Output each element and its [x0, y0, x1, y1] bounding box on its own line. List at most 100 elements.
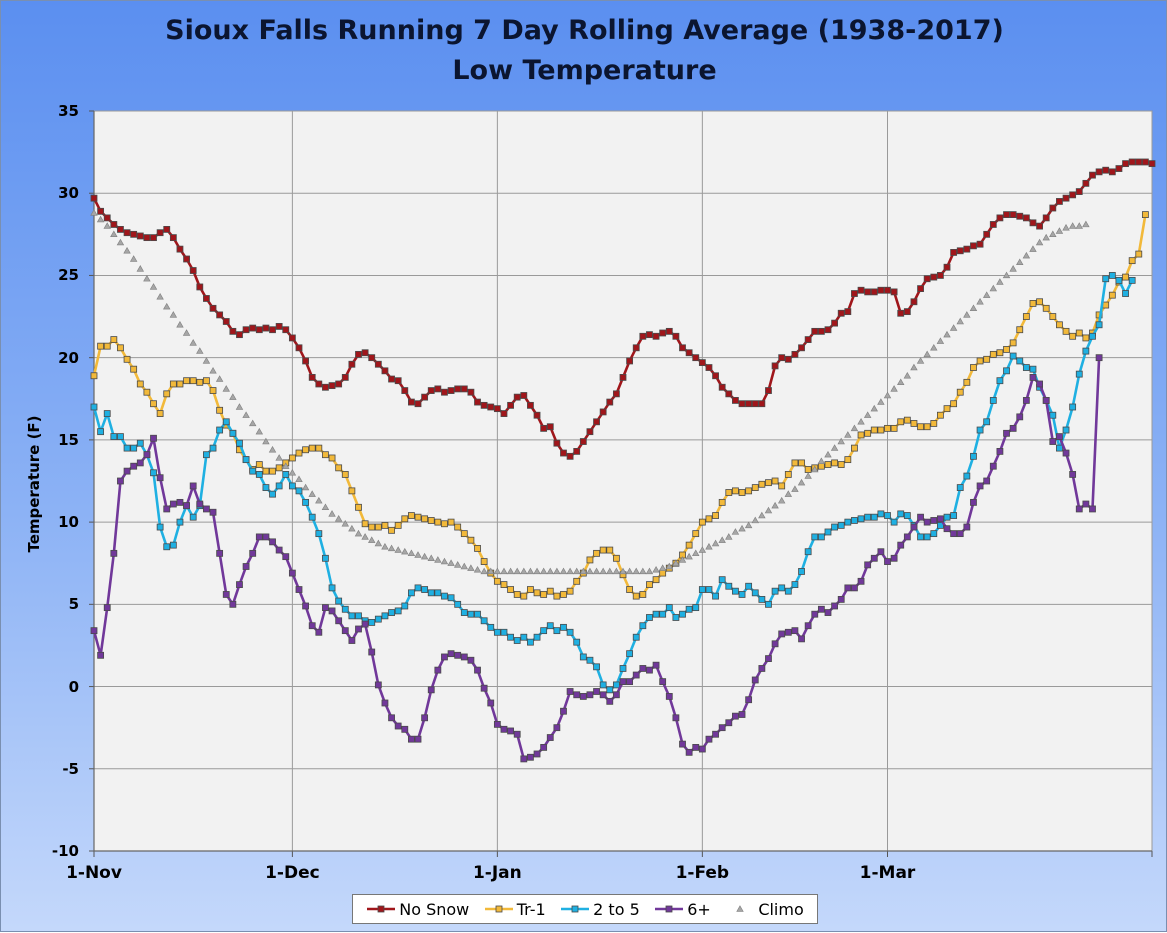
data-point: [738, 489, 746, 496]
data-point: [335, 464, 343, 472]
data-point: [90, 372, 98, 380]
data-point: [401, 547, 409, 555]
data-point: [566, 567, 574, 575]
data-point: [579, 567, 588, 575]
data-point: [288, 334, 296, 342]
data-point: [553, 724, 561, 732]
data-point: [560, 707, 567, 715]
data-point: [1108, 291, 1116, 299]
data-point: [216, 426, 224, 434]
data-point: [361, 520, 369, 528]
data-point: [652, 332, 660, 340]
plot-area: [93, 110, 1153, 852]
data-point: [348, 524, 356, 532]
data-point: [520, 392, 528, 399]
legend-item: 2 to 5: [560, 900, 640, 919]
data-point: [685, 552, 693, 560]
legend-label: Tr-1: [516, 899, 546, 919]
data-point: [632, 344, 640, 352]
legend-item: Climo: [725, 900, 804, 919]
data-point: [302, 446, 310, 454]
data-point: [467, 564, 475, 571]
data-point: [1062, 194, 1070, 202]
x-tick-label: 1-Mar: [859, 863, 916, 883]
data-point: [606, 697, 614, 705]
data-point: [923, 423, 931, 431]
data-point: [1102, 301, 1110, 309]
data-point: [414, 551, 422, 558]
data-point: [288, 482, 296, 490]
data-point: [1108, 168, 1116, 176]
data-point: [361, 533, 369, 540]
data-point: [1089, 332, 1096, 340]
data-point: [553, 627, 561, 635]
data-point: [473, 565, 482, 573]
data-point: [824, 326, 832, 334]
y-tick-label: 5: [68, 595, 79, 614]
data-point: [606, 567, 614, 575]
data-point: [361, 620, 369, 628]
data-point: [718, 724, 726, 732]
data-point: [1022, 364, 1030, 371]
data-point: [163, 302, 171, 310]
data-point: [236, 581, 243, 588]
data-point: [665, 604, 673, 612]
data-point: [698, 518, 706, 526]
data-point: [863, 411, 872, 418]
data-point: [943, 263, 951, 271]
data-point: [738, 711, 746, 718]
data-point: [229, 600, 237, 608]
data-point: [460, 609, 468, 616]
data-point: [163, 505, 171, 513]
data-point: [355, 503, 362, 511]
data-point: [1075, 188, 1083, 195]
data-point: [427, 517, 435, 524]
data-point: [123, 467, 131, 475]
data-point: [374, 360, 382, 368]
data-point: [956, 530, 964, 538]
data-point: [877, 510, 885, 518]
data-point: [646, 614, 653, 621]
data-point: [441, 388, 448, 396]
data-point: [533, 411, 541, 419]
data-point: [487, 699, 495, 707]
data-point: [864, 288, 872, 296]
data-point: [110, 433, 118, 441]
legend-swatch: [736, 905, 745, 912]
data-point: [341, 519, 349, 527]
data-point: [937, 515, 944, 523]
data-point: [434, 589, 442, 597]
data-point: [302, 498, 310, 506]
data-point: [1016, 326, 1024, 334]
data-point: [566, 628, 574, 636]
data-point: [857, 431, 865, 439]
data-point: [295, 586, 303, 593]
data-point: [328, 382, 336, 390]
data-point: [355, 612, 362, 620]
data-point: [97, 428, 105, 436]
data-point: [441, 653, 448, 661]
data-point: [573, 447, 581, 455]
data-point: [738, 591, 746, 598]
data-point: [804, 336, 812, 343]
data-point: [176, 380, 184, 388]
data-point: [983, 230, 991, 238]
data-point: [90, 403, 98, 411]
data-point: [639, 622, 647, 630]
data-point: [394, 607, 402, 615]
data-point: [943, 525, 951, 533]
data-point: [632, 671, 640, 679]
data-point: [414, 400, 422, 408]
data-point: [996, 214, 1004, 222]
data-point: [877, 286, 885, 294]
data-point: [989, 284, 998, 292]
data-point: [758, 596, 766, 603]
data-point: [798, 568, 805, 575]
data-point: [732, 487, 739, 495]
data-point: [870, 288, 878, 296]
data-point: [976, 297, 984, 305]
data-point: [381, 699, 389, 707]
data-point: [771, 587, 779, 595]
data-point: [1135, 158, 1143, 166]
data-point: [150, 469, 157, 477]
